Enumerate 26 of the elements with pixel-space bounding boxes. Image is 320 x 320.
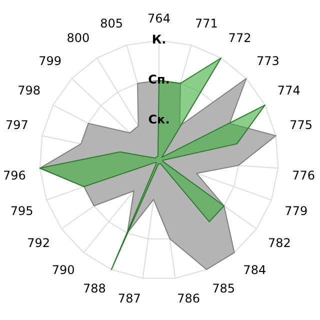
spoke-label: 786 bbox=[177, 291, 200, 306]
spoke-label: 797 bbox=[5, 118, 28, 132]
spoke-label: 772 bbox=[228, 30, 252, 45]
spoke-label: 800 bbox=[66, 30, 90, 45]
spoke-label: 790 bbox=[52, 262, 75, 277]
spoke-label: 773 bbox=[256, 54, 280, 68]
spoke-label: 788 bbox=[82, 282, 106, 296]
y-tick-label: Ск. bbox=[148, 112, 170, 126]
spoke-label: 784 bbox=[243, 262, 266, 277]
spoke-label: 764 bbox=[148, 12, 170, 26]
spoke-label: 775 bbox=[290, 118, 313, 132]
spoke-label: 787 bbox=[118, 291, 141, 306]
y-tick-label: К. bbox=[152, 32, 166, 47]
spoke-label: 782 bbox=[268, 236, 291, 250]
spoke-label: 771 bbox=[194, 16, 218, 30]
spoke-label: 774 bbox=[277, 84, 300, 98]
spoke-label: 792 bbox=[27, 236, 50, 250]
spoke-label: 798 bbox=[18, 84, 41, 98]
spoke-label: 779 bbox=[284, 204, 308, 218]
spoke-label: 795 bbox=[10, 204, 34, 218]
spoke-label: 785 bbox=[212, 282, 236, 296]
y-tick-label: Сп. bbox=[148, 72, 170, 87]
spoke-label: 805 bbox=[100, 16, 124, 30]
spoke-label: 799 bbox=[38, 54, 62, 68]
spoke-label: 776 bbox=[292, 168, 315, 182]
spoke-label: 796 bbox=[3, 168, 26, 182]
